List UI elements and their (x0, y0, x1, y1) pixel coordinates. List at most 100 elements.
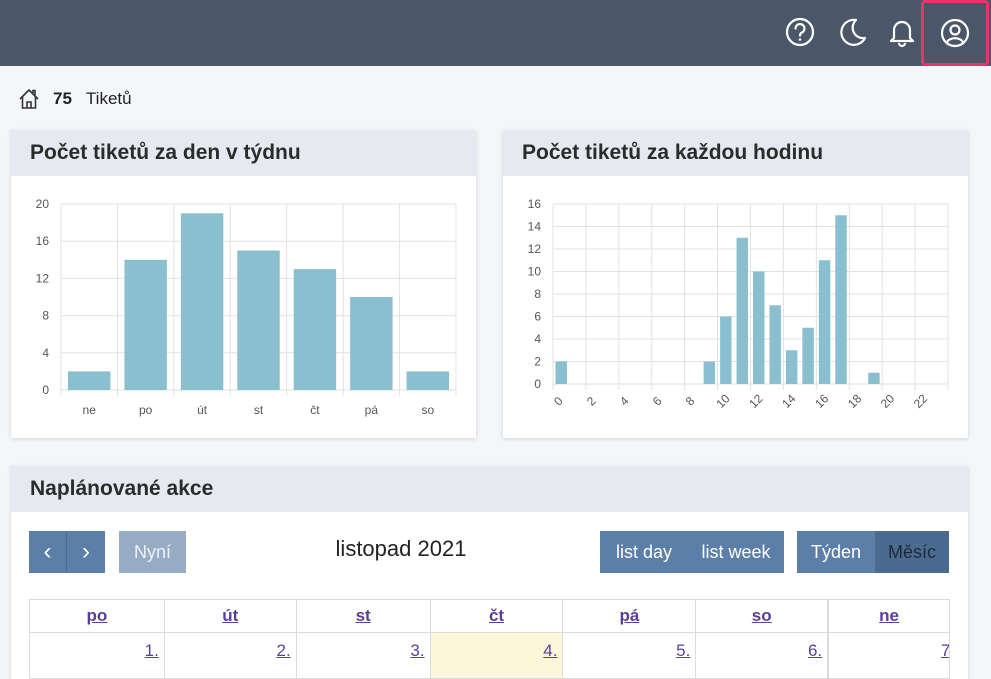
bar-hour-9 (703, 361, 716, 384)
bar-hour-12 (753, 271, 765, 384)
bar-čt (293, 269, 337, 390)
bar-hour-0 (555, 361, 567, 384)
y-tick-label: 12 (528, 242, 542, 256)
calendar-month-title: listopad 2021 (335, 536, 467, 561)
y-tick-label: 16 (36, 234, 50, 248)
dark-mode-moon-icon[interactable] (834, 14, 870, 50)
x-tick-label: 14 (779, 391, 799, 411)
y-tick-label: 8 (42, 309, 49, 323)
x-tick-label: út (197, 403, 208, 417)
weekday-header-ct[interactable]: čt (430, 600, 564, 633)
notifications-bell-icon[interactable] (884, 14, 920, 50)
x-tick-label: pá (365, 403, 379, 417)
x-tick-label: 6 (650, 394, 665, 409)
bar-ne (68, 371, 111, 390)
user-account-button[interactable] (921, 0, 989, 66)
x-tick-label: 12 (746, 391, 766, 411)
user-account-icon (940, 18, 970, 48)
breadcrumb: 75 Tiketů (17, 86, 132, 112)
y-tick-label: 12 (36, 271, 50, 285)
day-cell[interactable]: 7. (829, 633, 951, 679)
prev-month-button[interactable]: ‹ (29, 531, 67, 573)
y-tick-label: 8 (534, 287, 541, 301)
chevron-left-icon: ‹ (43, 538, 52, 565)
x-tick-label: 22 (911, 391, 931, 411)
bar-út (180, 213, 224, 390)
y-tick-label: 0 (534, 377, 541, 391)
ticket-count: 75 (53, 89, 72, 108)
bar-so (406, 371, 449, 390)
day-number-link[interactable]: 5. (676, 641, 691, 660)
next-month-button[interactable]: › (67, 531, 105, 573)
day-number-link[interactable]: 6. (807, 641, 823, 660)
list-week-button[interactable]: list week (688, 531, 784, 573)
day-cell[interactable]: 5. (563, 633, 697, 679)
bar-hour-11 (736, 237, 748, 384)
y-tick-label: 10 (528, 265, 542, 279)
weekday-header-st[interactable]: st (296, 600, 431, 633)
weekday-header-po[interactable]: po (30, 600, 165, 633)
day-cell[interactable]: 2. (164, 633, 297, 679)
breadcrumb-label: Tiketů (85, 89, 132, 108)
bar-po (124, 259, 167, 390)
x-tick-label: 10 (713, 391, 733, 411)
chevron-right-icon: › (82, 538, 90, 565)
list-day-button[interactable]: list day (600, 531, 688, 573)
weekday-chart-title: Počet tiketů za den v týdnu (11, 130, 476, 176)
x-tick-label: čt (310, 403, 320, 417)
x-tick-label: 20 (878, 391, 898, 411)
x-tick-label: st (254, 403, 264, 417)
y-tick-label: 6 (534, 310, 541, 324)
day-cell[interactable]: 6. (696, 633, 830, 679)
home-icon[interactable] (17, 87, 41, 111)
day-number-link[interactable]: 1. (144, 641, 159, 660)
x-tick-label: 18 (845, 391, 865, 411)
bar-hour-15 (802, 327, 814, 384)
weekday-header-pa[interactable]: pá (563, 600, 697, 633)
bar-hour-19 (868, 372, 880, 384)
calendar-toolbar: ‹ › Nyní listopad 2021 list day list wee… (11, 512, 968, 598)
y-tick-label: 14 (528, 220, 542, 234)
x-tick-label: ne (83, 403, 97, 417)
day-number-link[interactable]: 4. (543, 641, 558, 660)
bar-hour-14 (785, 350, 798, 384)
calendar-weekday-header: po út st čt pá so ne (30, 600, 951, 633)
calendar-card-title: Naplánované akce (11, 466, 968, 512)
bar-hour-10 (720, 316, 732, 384)
week-view-button[interactable]: Týden (797, 531, 875, 573)
top-navigation-bar (0, 0, 991, 66)
calendar-month-grid: po út st čt pá so ne 1. 2. 3. 4. 5. 6. 7… (29, 599, 951, 679)
bar-pá (350, 297, 393, 390)
day-number-link[interactable]: 7. (940, 641, 951, 660)
weekday-header-ne[interactable]: ne (829, 600, 951, 633)
weekday-bar-chart: 0 4 8 12 16 20 ne po út st čt pá so (36, 197, 457, 417)
hourly-chart-card: Počet tiketů za každou hodinu 0 2 4 6 8 10 12 1… (503, 130, 968, 438)
y-tick-label: 20 (36, 197, 50, 211)
hourly-chart-title: Počet tiketů za každou hodinu (503, 130, 968, 176)
x-tick-label: 4 (617, 394, 632, 409)
y-tick-label: 2 (534, 355, 541, 369)
bar-st (237, 250, 280, 390)
x-tick-label: 8 (683, 394, 698, 409)
day-cell[interactable]: 1. (30, 633, 165, 679)
weekday-header-ut[interactable]: út (164, 600, 297, 633)
y-tick-label: 4 (42, 346, 49, 360)
x-tick-label: 16 (812, 391, 832, 411)
day-cell-today[interactable]: 4. (430, 633, 564, 679)
y-tick-label: 4 (534, 332, 541, 346)
y-tick-label: 0 (42, 383, 49, 397)
x-tick-label: so (421, 403, 434, 417)
hourly-bar-chart: 0 2 4 6 8 10 12 14 16 0 2 4 6 8 10 12 14 16 18 20 22 (528, 197, 949, 411)
help-icon[interactable] (782, 14, 818, 50)
day-number-link[interactable]: 3. (410, 641, 425, 660)
x-tick-label: po (139, 403, 153, 417)
today-button[interactable]: Nyní (119, 531, 186, 573)
day-number-link[interactable]: 2. (276, 641, 291, 660)
x-tick-label: 0 (551, 394, 566, 409)
bar-hour-17 (835, 215, 847, 384)
month-view-button[interactable]: Měsíc (875, 531, 949, 573)
day-cell[interactable]: 3. (296, 633, 431, 679)
weekday-header-so[interactable]: so (696, 600, 830, 633)
bar-hour-16 (818, 260, 831, 384)
weekday-chart-card: Počet tiketů za den v týdnu 0 4 8 12 16 20 ne p… (11, 130, 476, 438)
